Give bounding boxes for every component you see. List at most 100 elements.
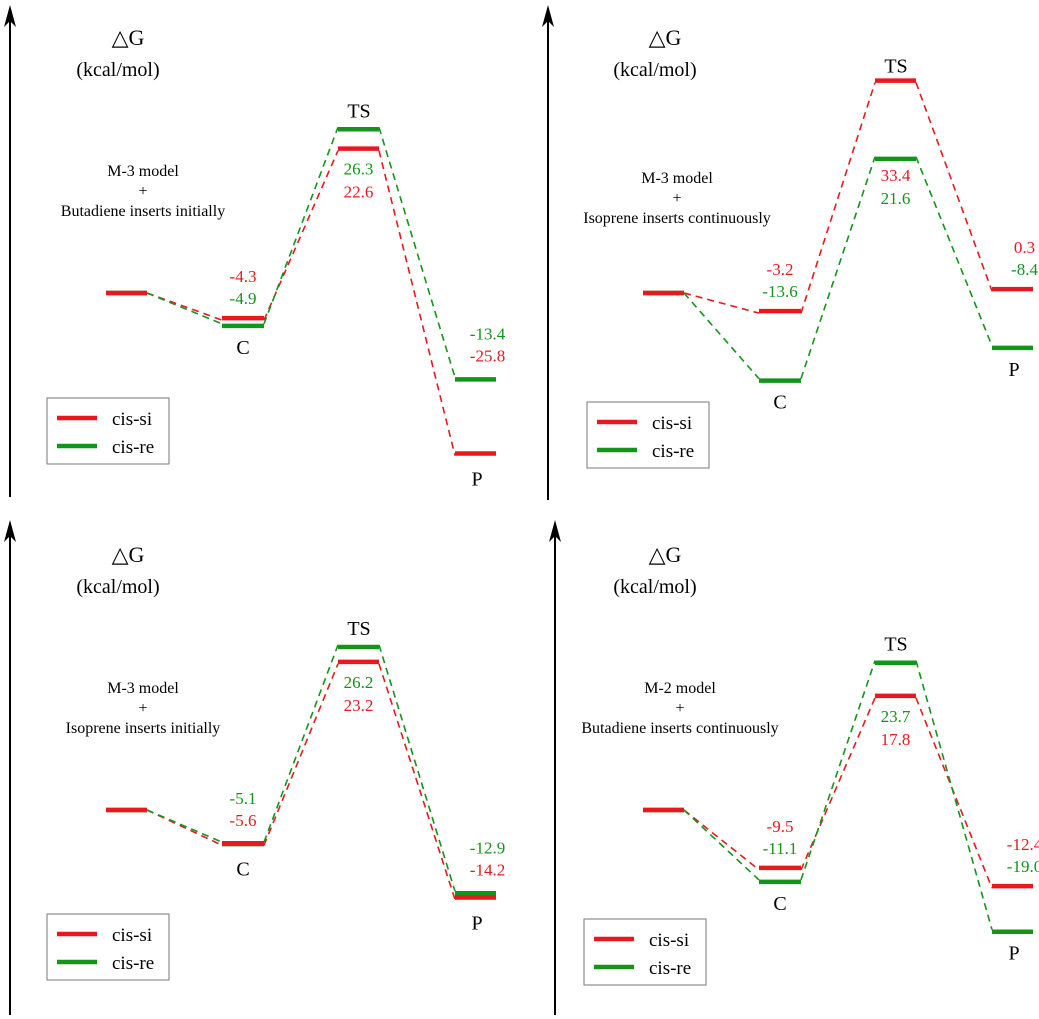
energy-panel-4: △G (kcal/mol) M-2 model + Butadiene inserts … bbox=[549, 520, 1039, 1015]
state-label-TS: TS bbox=[884, 634, 907, 656]
cis-si-label-3: -12.4 bbox=[1007, 835, 1039, 854]
legend-label-cis-si: cis-si bbox=[652, 413, 692, 434]
model-name: M-3 model bbox=[107, 163, 179, 180]
legend: cis-si cis-re bbox=[583, 918, 707, 986]
model-condition: Isoprene inserts initially bbox=[66, 720, 221, 737]
y-axis-arrow-icon bbox=[4, 520, 16, 542]
model-condition: Butadiene inserts initially bbox=[61, 203, 225, 220]
model-name: M-2 model bbox=[644, 680, 716, 697]
state-label-C: C bbox=[773, 893, 786, 915]
cis-si-label-1: -4.3 bbox=[230, 267, 257, 286]
y-axis-label-units: (kcal/mol) bbox=[613, 59, 696, 81]
y-axis-label-delta-g: △G bbox=[649, 542, 682, 567]
cis-si-connector-2 bbox=[800, 82, 876, 314]
cis-si-label-2: 33.4 bbox=[881, 166, 911, 185]
cis-si-connector-1 bbox=[146, 292, 223, 321]
cis-re-label-2: 26.2 bbox=[344, 673, 374, 692]
cis-re-label-3: -13.4 bbox=[470, 324, 506, 343]
cis-re-label-3: -8.4 bbox=[1011, 260, 1038, 279]
model-plus: + bbox=[138, 183, 147, 200]
cis-re-label-2: 21.6 bbox=[881, 189, 911, 208]
y-axis-label-delta-g: △G bbox=[112, 25, 145, 50]
cis-si-label-3: 0.3 bbox=[1014, 238, 1035, 257]
y-axis-arrow-icon bbox=[4, 5, 16, 27]
state-label-P: P bbox=[471, 469, 482, 491]
y-axis-label-delta-g: △G bbox=[649, 25, 682, 50]
model-plus: + bbox=[675, 700, 684, 717]
energy-panel-2: △G (kcal/mol) M-3 model + Isoprene inserts c… bbox=[542, 5, 1038, 500]
cis-si-connector-1 bbox=[683, 809, 760, 871]
model-plus: + bbox=[138, 700, 147, 717]
state-label-C: C bbox=[236, 337, 249, 359]
legend-box bbox=[583, 918, 707, 986]
cis-re-label-2: 23.7 bbox=[881, 707, 911, 726]
cis-re-label-1: -5.1 bbox=[230, 789, 257, 808]
legend-box bbox=[46, 913, 170, 981]
model-condition: Isoprene inserts continuously bbox=[583, 210, 771, 227]
legend: cis-si cis-re bbox=[46, 397, 170, 465]
cis-re-label-1: -13.6 bbox=[762, 282, 797, 301]
cis-si-label-1: -9.5 bbox=[767, 817, 794, 836]
cis-re-connector-1 bbox=[146, 809, 223, 843]
state-label-C: C bbox=[236, 858, 249, 880]
state-label-P: P bbox=[1008, 943, 1019, 965]
cis-re-label-1: -4.9 bbox=[230, 289, 257, 308]
cis-re-connector-2 bbox=[800, 156, 876, 379]
cis-si-label-1: -5.6 bbox=[230, 811, 257, 830]
y-axis-label-delta-g: △G bbox=[112, 542, 145, 567]
cis-re-connector-2 bbox=[263, 644, 339, 843]
y-axis-label-units: (kcal/mol) bbox=[613, 576, 696, 598]
cis-re-label-3: -12.9 bbox=[470, 838, 505, 857]
legend: cis-si cis-re bbox=[46, 913, 170, 981]
state-label-P: P bbox=[471, 912, 482, 934]
cis-si-connector-3 bbox=[378, 150, 456, 456]
cis-re-connector-1 bbox=[146, 292, 223, 325]
cis-si-connector-1 bbox=[683, 292, 760, 314]
model-name: M-3 model bbox=[641, 170, 713, 187]
cis-re-connector-2 bbox=[263, 127, 339, 325]
legend-box bbox=[586, 401, 710, 469]
cis-re-label-1: -11.1 bbox=[763, 839, 798, 858]
state-label-P: P bbox=[1008, 359, 1019, 381]
cis-re-connector-1 bbox=[683, 809, 760, 881]
model-name: M-3 model bbox=[107, 680, 179, 697]
cis-si-connector-2 bbox=[263, 663, 339, 846]
legend-label-cis-si: cis-si bbox=[112, 409, 152, 430]
legend-box bbox=[46, 397, 170, 465]
cis-re-connector-2 bbox=[800, 660, 876, 881]
model-plus: + bbox=[672, 190, 681, 207]
y-axis-arrow-icon bbox=[542, 5, 554, 27]
cis-re-connector-3 bbox=[378, 644, 456, 892]
legend-label-cis-re: cis-re bbox=[652, 441, 694, 462]
y-axis-label-units: (kcal/mol) bbox=[76, 576, 159, 598]
cis-si-label-2: 22.6 bbox=[344, 183, 374, 202]
energy-panel-3: △G (kcal/mol) M-3 model + Isoprene inserts i… bbox=[4, 520, 505, 1015]
cis-re-label-3: -19.0 bbox=[1007, 857, 1039, 876]
cis-re-connector-3 bbox=[378, 127, 456, 378]
state-label-C: C bbox=[773, 392, 786, 414]
legend-label-cis-re: cis-re bbox=[112, 953, 154, 974]
state-label-TS: TS bbox=[347, 100, 370, 122]
y-axis-label-units: (kcal/mol) bbox=[76, 59, 159, 81]
legend-label-cis-re: cis-re bbox=[649, 958, 691, 979]
cis-si-label-1: -3.2 bbox=[767, 260, 794, 279]
energy-panel-1: △G (kcal/mol) M-3 model + Butadiene inserts … bbox=[4, 5, 506, 497]
y-axis-arrow-icon bbox=[549, 520, 561, 542]
cis-re-label-2: 26.3 bbox=[344, 160, 374, 179]
cis-si-connector-2 bbox=[263, 150, 339, 321]
state-label-TS: TS bbox=[347, 618, 370, 640]
cis-re-connector-1 bbox=[683, 292, 760, 380]
cis-si-connector-3 bbox=[378, 663, 456, 900]
cis-si-connector-2 bbox=[800, 697, 876, 871]
cis-si-label-3: -14.2 bbox=[470, 860, 505, 879]
cis-si-label-3: -25.8 bbox=[470, 346, 505, 365]
legend-label-cis-si: cis-si bbox=[112, 925, 152, 946]
cis-re-connector-3 bbox=[915, 660, 993, 930]
cis-re-connector-3 bbox=[915, 156, 993, 347]
legend-label-cis-re: cis-re bbox=[112, 437, 154, 458]
cis-si-label-2: 17.8 bbox=[881, 730, 911, 749]
legend-label-cis-si: cis-si bbox=[649, 930, 689, 951]
cis-si-connector-3 bbox=[915, 82, 993, 292]
cis-si-label-2: 23.2 bbox=[344, 696, 374, 715]
